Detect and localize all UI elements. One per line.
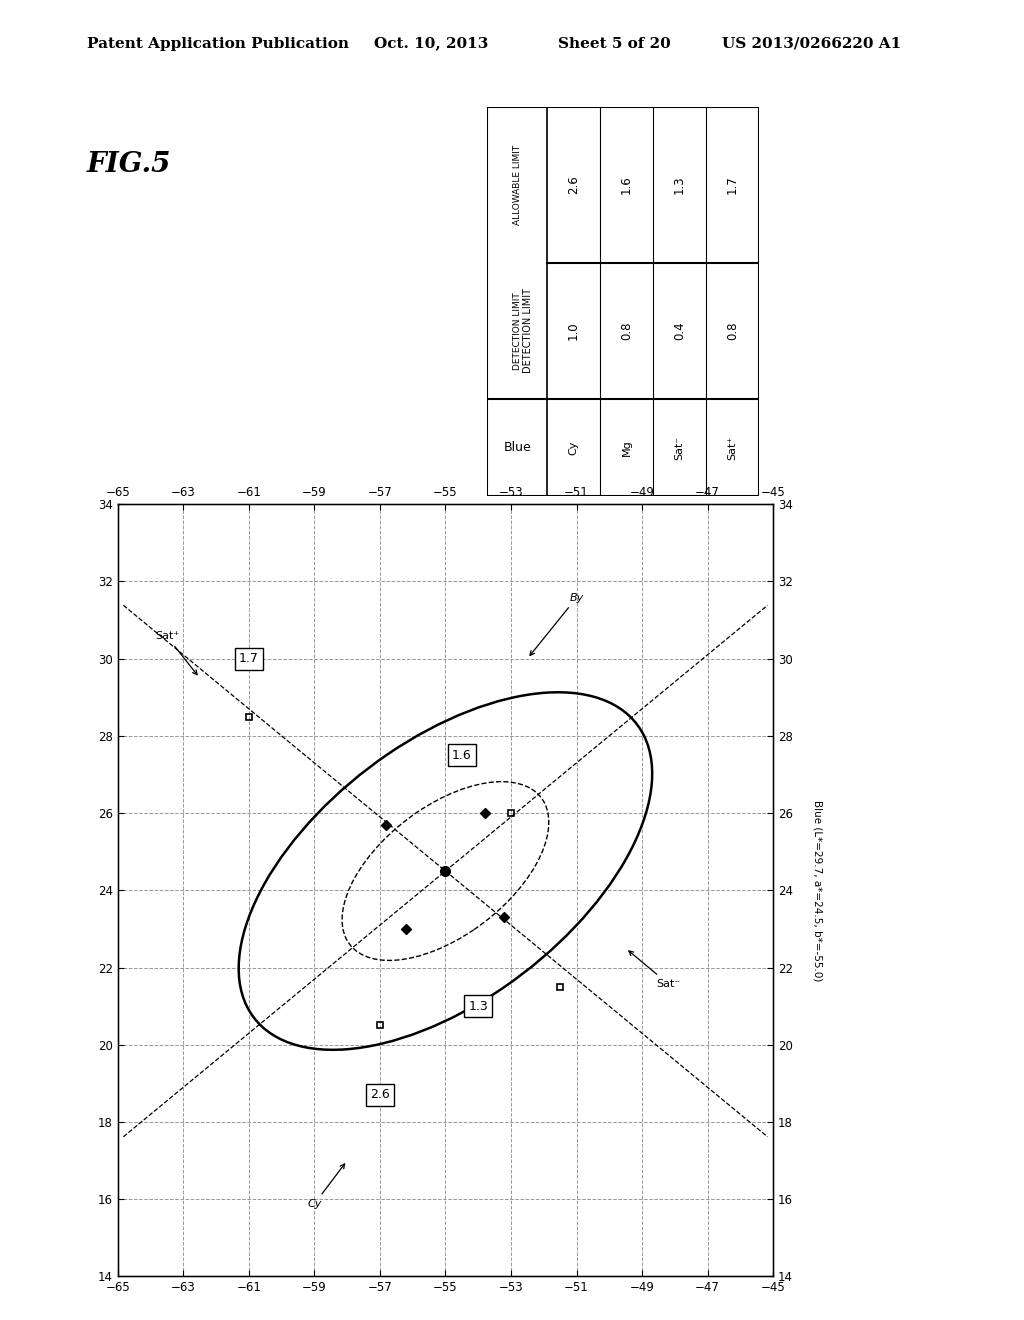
Text: DETECTION LIMIT: DETECTION LIMIT xyxy=(523,288,532,374)
Text: Sat⁻: Sat⁻ xyxy=(675,436,684,459)
Text: 0.8: 0.8 xyxy=(726,322,739,341)
Text: Patent Application Publication: Patent Application Publication xyxy=(87,37,349,50)
Text: Oct. 10, 2013: Oct. 10, 2013 xyxy=(374,37,488,50)
Text: FIG.5: FIG.5 xyxy=(87,150,171,178)
Text: Sat⁺: Sat⁺ xyxy=(727,436,737,459)
Text: 1.0: 1.0 xyxy=(567,322,580,341)
Text: Cy: Cy xyxy=(568,441,579,455)
Text: Mg: Mg xyxy=(622,440,632,455)
Text: 1.7: 1.7 xyxy=(239,652,259,665)
Text: 1.6: 1.6 xyxy=(452,748,472,762)
Y-axis label: Blue (L*=29.7, a*=24.5, b*=-55.0): Blue (L*=29.7, a*=24.5, b*=-55.0) xyxy=(812,800,822,981)
Text: 2.6: 2.6 xyxy=(370,1089,390,1101)
Text: Sat⁺: Sat⁺ xyxy=(155,631,197,675)
Text: 1.6: 1.6 xyxy=(620,176,633,194)
Text: 0.8: 0.8 xyxy=(620,322,633,341)
Text: DETECTION LIMIT: DETECTION LIMIT xyxy=(513,292,522,370)
Text: 1.3: 1.3 xyxy=(673,176,686,194)
Text: Sat⁻: Sat⁻ xyxy=(629,950,680,989)
Text: 1.7: 1.7 xyxy=(726,176,739,194)
Text: Sheet 5 of 20: Sheet 5 of 20 xyxy=(558,37,671,50)
Text: By: By xyxy=(530,593,584,656)
Text: 1.3: 1.3 xyxy=(468,999,488,1012)
Text: US 2013/0266220 A1: US 2013/0266220 A1 xyxy=(722,37,901,50)
Text: Cy: Cy xyxy=(307,1164,345,1209)
Text: ALLOWABLE LIMIT: ALLOWABLE LIMIT xyxy=(513,145,522,224)
Text: 0.4: 0.4 xyxy=(673,322,686,341)
Text: 2.6: 2.6 xyxy=(567,176,580,194)
Text: Blue: Blue xyxy=(504,441,531,454)
